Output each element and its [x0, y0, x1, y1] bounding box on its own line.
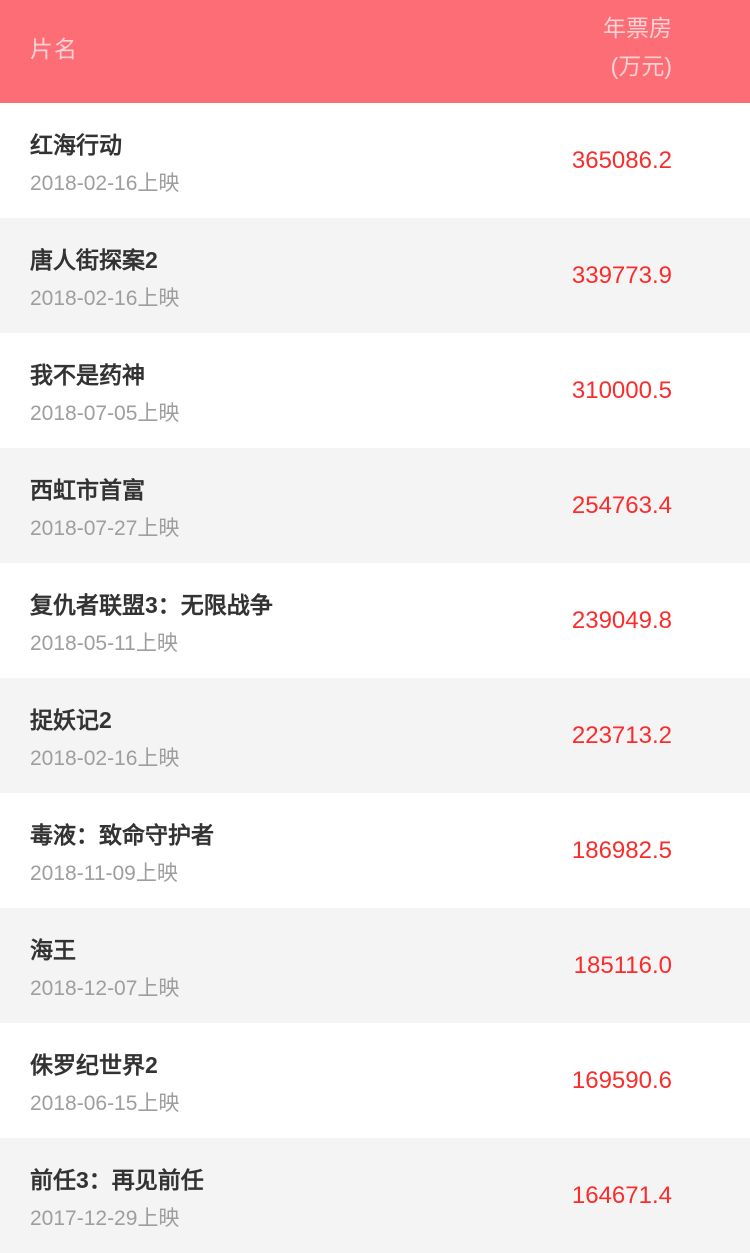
movie-title: 海王: [30, 937, 76, 963]
movie-table-body: 红海行动 2018-02-16上映 365086.2 唐人街探案2 2018-0…: [0, 103, 750, 1253]
movie-info: 毒液：致命守护者 2018-11-09上映: [30, 820, 214, 887]
table-row[interactable]: 海王 2018-12-07上映 185116.0: [0, 908, 750, 1023]
movie-info: 侏罗纪世界2 2018-06-15上映: [30, 1050, 179, 1117]
movie-title: 前任3：再见前任: [30, 1167, 204, 1193]
movie-boxoffice-value: 186982.5: [571, 836, 672, 864]
movie-release-date: 2018-02-16上映: [30, 172, 180, 195]
movie-release-date: 2018-02-16上映: [30, 287, 180, 310]
movie-title: 复仇者联盟3：无限战争: [30, 592, 273, 618]
table-row[interactable]: 唐人街探案2 2018-02-16上映 339773.9: [0, 218, 750, 333]
movie-info: 红海行动 2018-02-16上映: [30, 130, 179, 197]
header-value-column: 年票房 (万元): [603, 9, 672, 85]
movie-info: 海王 2018-12-07上映: [30, 935, 179, 1002]
movie-info: 前任3：再见前任 2017-12-29上映: [30, 1165, 204, 1232]
movie-info: 捉妖记2 2018-02-16上映: [30, 705, 179, 772]
movie-title: 毒液：致命守护者: [30, 822, 214, 848]
header-value-line1: 年票房: [603, 14, 672, 41]
movie-release-date: 2018-02-16上映: [30, 747, 180, 770]
table-row[interactable]: 我不是药神 2018-07-05上映 310000.5: [0, 333, 750, 448]
movie-boxoffice-value: 169590.6: [571, 1066, 672, 1094]
movie-boxoffice-value: 339773.9: [571, 261, 672, 289]
movie-title: 红海行动: [30, 132, 122, 158]
movie-release-date: 2018-07-27上映: [30, 517, 180, 540]
movie-info: 西虹市首富 2018-07-27上映: [30, 475, 179, 542]
movie-release-date: 2018-07-05上映: [30, 402, 180, 425]
movie-info: 我不是药神 2018-07-05上映: [30, 360, 179, 427]
movie-boxoffice-value: 310000.5: [571, 376, 672, 404]
movie-boxoffice-value: 185116.0: [573, 951, 672, 979]
movie-boxoffice-value: 164671.4: [571, 1181, 672, 1209]
table-row[interactable]: 红海行动 2018-02-16上映 365086.2: [0, 103, 750, 218]
movie-release-date: 2018-12-07上映: [30, 977, 180, 1000]
movie-info: 复仇者联盟3：无限战争 2018-05-11上映: [30, 590, 273, 657]
table-row[interactable]: 前任3：再见前任 2017-12-29上映 164671.4: [0, 1138, 750, 1253]
table-row[interactable]: 捉妖记2 2018-02-16上映 223713.2: [0, 678, 750, 793]
movie-release-date: 2017-12-29上映: [30, 1207, 180, 1230]
movie-release-date: 2018-11-09上映: [30, 862, 178, 885]
table-header: 片名 年票房 (万元): [0, 0, 750, 103]
movie-info: 唐人街探案2 2018-02-16上映: [30, 245, 179, 312]
movie-title: 捉妖记2: [30, 707, 112, 733]
movie-title: 侏罗纪世界2: [30, 1052, 158, 1078]
movie-boxoffice-value: 239049.8: [571, 606, 672, 634]
movie-release-date: 2018-05-11上映: [30, 632, 178, 655]
movie-boxoffice-value: 254763.4: [571, 491, 672, 519]
movie-title: 西虹市首富: [30, 477, 145, 503]
table-row[interactable]: 侏罗纪世界2 2018-06-15上映 169590.6: [0, 1023, 750, 1138]
header-name-column: 片名: [30, 35, 78, 62]
table-row[interactable]: 毒液：致命守护者 2018-11-09上映 186982.5: [0, 793, 750, 908]
movie-boxoffice-value: 365086.2: [571, 146, 672, 174]
movie-title: 我不是药神: [30, 362, 145, 388]
table-row[interactable]: 西虹市首富 2018-07-27上映 254763.4: [0, 448, 750, 563]
movie-boxoffice-value: 223713.2: [571, 721, 672, 749]
table-row[interactable]: 复仇者联盟3：无限战争 2018-05-11上映 239049.8: [0, 563, 750, 678]
movie-title: 唐人街探案2: [30, 247, 158, 273]
movie-release-date: 2018-06-15上映: [30, 1092, 180, 1115]
header-value-line2: (万元): [610, 52, 672, 79]
